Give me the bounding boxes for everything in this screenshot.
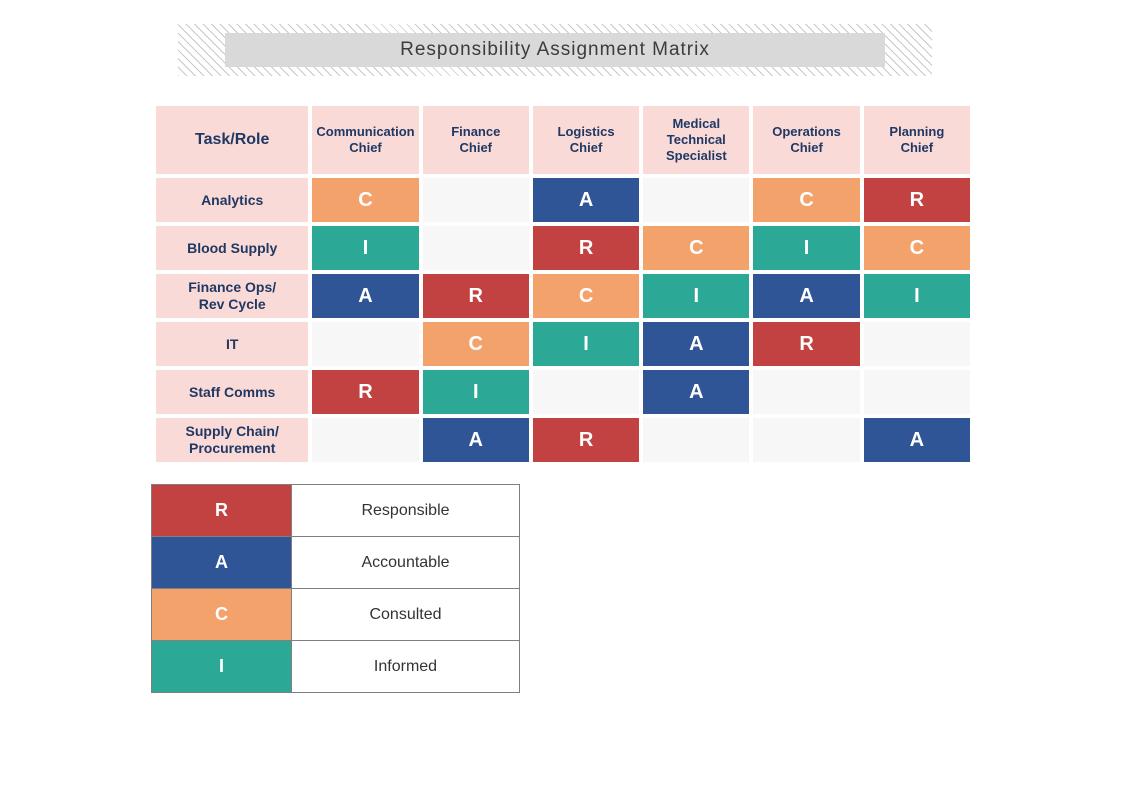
- matrix-cell: [310, 416, 420, 464]
- matrix-cell: C: [641, 224, 751, 272]
- matrix-cell: C: [421, 320, 531, 368]
- matrix-column-header: CommunicationChief: [310, 104, 420, 176]
- matrix-cell: C: [751, 176, 861, 224]
- matrix-cell: [751, 368, 861, 416]
- matrix-row-header: IT: [154, 320, 310, 368]
- raci-legend: RResponsibleAAccountableCConsultedIInfor…: [151, 484, 520, 693]
- matrix-cell: R: [862, 176, 972, 224]
- matrix-column-header: LogisticsChief: [531, 104, 641, 176]
- matrix-cell: A: [641, 368, 751, 416]
- matrix-row-header: Supply Chain/Procurement: [154, 416, 310, 464]
- matrix-cell: A: [421, 416, 531, 464]
- legend-label: Responsible: [292, 485, 520, 537]
- matrix-corner: Task/Role: [154, 104, 310, 176]
- matrix-cell: [862, 320, 972, 368]
- matrix-cell: I: [421, 368, 531, 416]
- matrix-cell: [421, 176, 531, 224]
- matrix-cell: A: [751, 272, 861, 320]
- legend-code: I: [152, 641, 292, 693]
- matrix-cell: I: [310, 224, 420, 272]
- matrix-cell: R: [310, 368, 420, 416]
- matrix-cell: [862, 368, 972, 416]
- matrix-cell: A: [862, 416, 972, 464]
- matrix-cell: C: [531, 272, 641, 320]
- matrix-cell: C: [862, 224, 972, 272]
- matrix-cell: R: [531, 224, 641, 272]
- matrix-row-header: Analytics: [154, 176, 310, 224]
- matrix-cell: R: [751, 320, 861, 368]
- legend-label: Consulted: [292, 589, 520, 641]
- matrix-cell: [421, 224, 531, 272]
- matrix-column-header: MedicalTechnicalSpecialist: [641, 104, 751, 176]
- matrix-cell: I: [531, 320, 641, 368]
- matrix-cell: [641, 176, 751, 224]
- matrix-cell: [751, 416, 861, 464]
- legend-code: C: [152, 589, 292, 641]
- matrix-cell: A: [531, 176, 641, 224]
- legend-code: A: [152, 537, 292, 589]
- matrix-column-header: FinanceChief: [421, 104, 531, 176]
- matrix-row-header: Blood Supply: [154, 224, 310, 272]
- matrix-cell: R: [531, 416, 641, 464]
- matrix-row-header: Finance Ops/Rev Cycle: [154, 272, 310, 320]
- matrix-cell: I: [641, 272, 751, 320]
- legend-label: Accountable: [292, 537, 520, 589]
- matrix-cell: [310, 320, 420, 368]
- matrix-cell: C: [310, 176, 420, 224]
- page-title: Responsibility Assignment Matrix: [225, 33, 885, 67]
- matrix-cell: I: [862, 272, 972, 320]
- matrix-column-header: PlanningChief: [862, 104, 972, 176]
- matrix-row-header: Staff Comms: [154, 368, 310, 416]
- legend-code: R: [152, 485, 292, 537]
- matrix-cell: [531, 368, 641, 416]
- matrix-cell: I: [751, 224, 861, 272]
- raci-matrix: Task/RoleCommunicationChiefFinanceChiefL…: [154, 104, 972, 464]
- matrix-cell: [641, 416, 751, 464]
- title-banner: Responsibility Assignment Matrix: [178, 24, 932, 76]
- matrix-cell: R: [421, 272, 531, 320]
- matrix-column-header: OperationsChief: [751, 104, 861, 176]
- matrix-cell: A: [310, 272, 420, 320]
- matrix-cell: A: [641, 320, 751, 368]
- legend-label: Informed: [292, 641, 520, 693]
